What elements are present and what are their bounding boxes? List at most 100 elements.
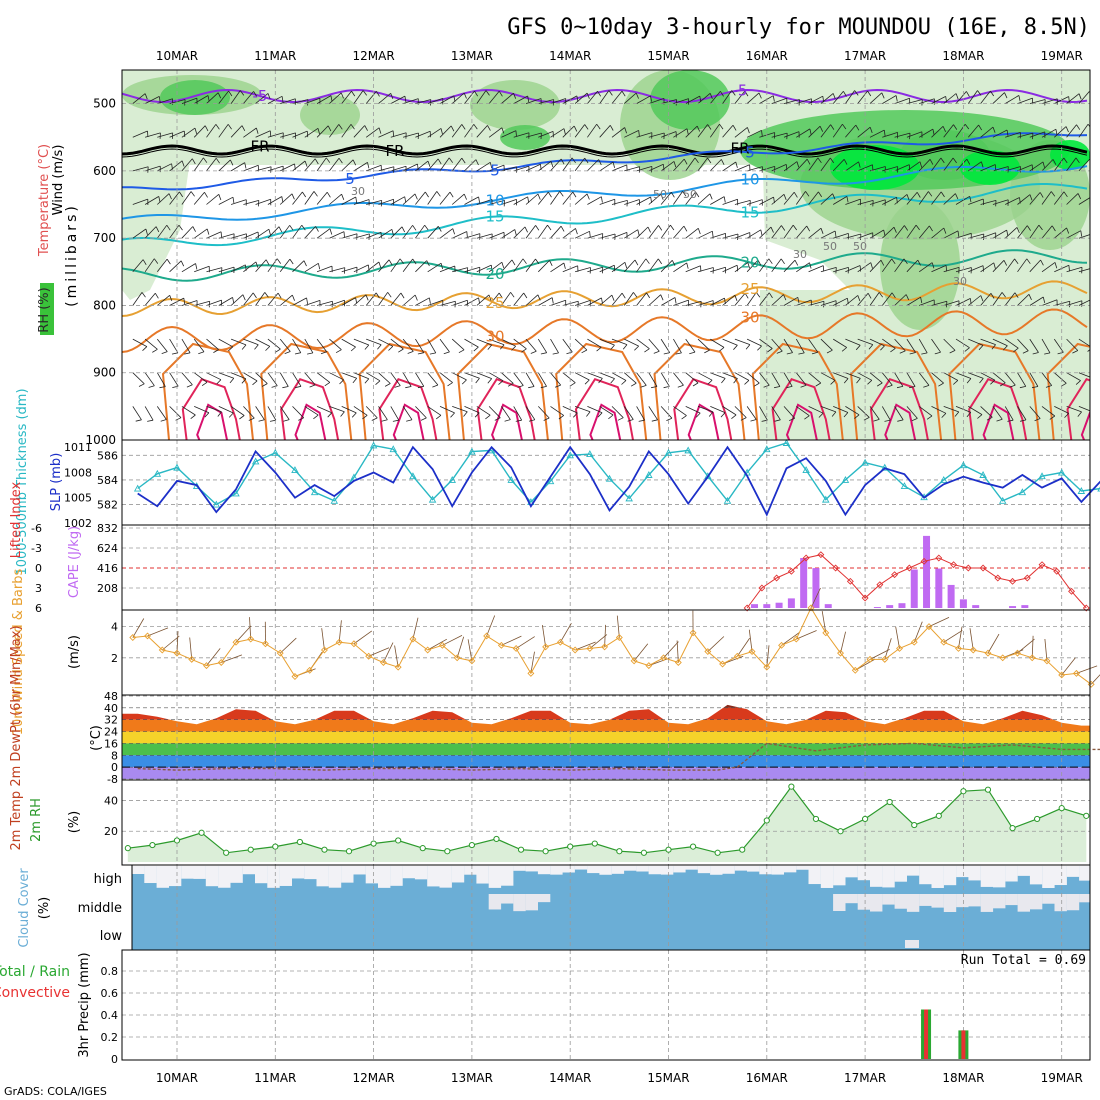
wind-barb	[771, 372, 781, 387]
wind-barb	[525, 338, 537, 352]
wind-barb	[796, 158, 808, 172]
wind-barb-flag	[159, 386, 166, 389]
wind-barb-flag	[1022, 350, 1029, 354]
slp-tick: 1002	[64, 517, 92, 530]
wind-barb-flag	[414, 294, 418, 301]
wind-barb-flag	[686, 262, 689, 269]
wind-barb-flag	[158, 96, 161, 103]
wind-barb	[157, 193, 170, 205]
wind-barb	[845, 295, 859, 306]
wind-barb	[783, 224, 794, 239]
wind-barb-flag	[154, 292, 159, 299]
temp-band	[122, 707, 1090, 720]
wind-barb-flag	[979, 378, 984, 384]
wind-barb-flag	[1003, 260, 1008, 266]
wind-barb-flag	[697, 228, 701, 235]
cloud-high-gap	[943, 866, 957, 886]
wind-barb	[402, 258, 414, 273]
wind-barb	[783, 259, 796, 273]
date-label-bottom: 17MAR	[844, 1071, 886, 1085]
cloud-mid-gap	[870, 894, 883, 912]
cloud-high-gap	[205, 866, 219, 887]
cape-bar	[898, 603, 906, 608]
pressure-tick: 800	[93, 298, 116, 312]
wind-barb-flag	[543, 417, 550, 421]
wind-barb	[316, 406, 332, 414]
li-point	[817, 551, 825, 559]
wind-barb-flag	[843, 378, 849, 384]
wind-barb-flag	[155, 226, 160, 233]
wind-barb-flag	[571, 157, 576, 164]
wind-barb-flag	[244, 162, 247, 169]
wind-barb-flag	[744, 292, 749, 299]
wind-barb-flag	[712, 231, 714, 238]
wind-barb-flag	[876, 382, 883, 387]
wind-barb	[415, 191, 426, 205]
wind-barb	[882, 226, 895, 239]
wind-barb-flag	[929, 159, 934, 165]
wind-barb	[255, 292, 266, 306]
wind-barb	[353, 406, 368, 416]
cloud-mid-gap	[919, 894, 932, 906]
wind-barb-flag	[855, 124, 860, 131]
cloud-high-gap	[870, 866, 883, 887]
wind-barb-flag	[253, 91, 258, 97]
wind-barb	[316, 300, 333, 306]
wind-barb	[1053, 191, 1065, 205]
wind-barb	[599, 233, 616, 239]
wind-barb	[697, 193, 711, 205]
wind-barb	[439, 228, 454, 239]
isotherm-label: 25	[740, 280, 759, 298]
thickness-point	[841, 475, 850, 483]
wind-barb	[513, 165, 530, 172]
cloud-high-gap	[451, 866, 465, 883]
wind10-point	[778, 641, 786, 649]
wind-barb	[476, 406, 491, 416]
wind-barb	[796, 262, 810, 273]
rh2m-point	[493, 835, 500, 843]
wind-barb-flag	[1004, 92, 1008, 99]
wind-barb	[685, 227, 699, 239]
wind10-barb	[1031, 635, 1034, 658]
wind-barb	[881, 258, 893, 273]
cloud-mid-gap	[1054, 894, 1067, 912]
precip-convective-bar	[961, 1030, 966, 1059]
wind-barb-flag	[166, 224, 171, 231]
wind-barb	[685, 338, 696, 353]
wind-barb-flag	[905, 294, 910, 301]
surface-heat-contour	[673, 377, 733, 440]
wind-barb	[390, 338, 404, 350]
rh2m-point	[739, 846, 746, 853]
wind-barb	[562, 191, 574, 205]
wind-barb	[267, 196, 282, 205]
wind-barb	[501, 92, 514, 104]
wind-barb	[316, 338, 328, 353]
wind-barb	[611, 200, 628, 205]
isotherm-label: FR	[385, 142, 404, 160]
surface-heat-contour	[653, 342, 746, 440]
wind-barb-flag	[340, 92, 344, 99]
wind-barb-flag	[1052, 159, 1057, 165]
wind-barb-flag	[261, 383, 268, 387]
cape-bar	[812, 568, 820, 608]
li-point	[1009, 577, 1017, 585]
wind10-barb	[515, 636, 535, 649]
wind-barb-flag	[1055, 129, 1058, 136]
wind-barb-flag	[1006, 129, 1009, 136]
wind-barb	[660, 372, 670, 387]
wind-barb-flag	[695, 191, 700, 198]
wind-barb-flag	[448, 157, 454, 163]
wind-barb	[894, 225, 905, 239]
rh2m-point	[812, 815, 820, 823]
wind-barb	[636, 258, 647, 273]
surface-heat-contour	[378, 377, 438, 440]
wind-barb	[1005, 132, 1021, 138]
wind-barb-flag	[190, 414, 196, 420]
wind-barb	[255, 406, 265, 420]
wind-barb	[968, 372, 984, 379]
wind-barb-flag	[429, 297, 431, 304]
wind-barb	[415, 406, 427, 419]
cape-bar	[1021, 605, 1029, 608]
thickness-point	[586, 450, 594, 458]
wind10-point	[837, 649, 844, 657]
